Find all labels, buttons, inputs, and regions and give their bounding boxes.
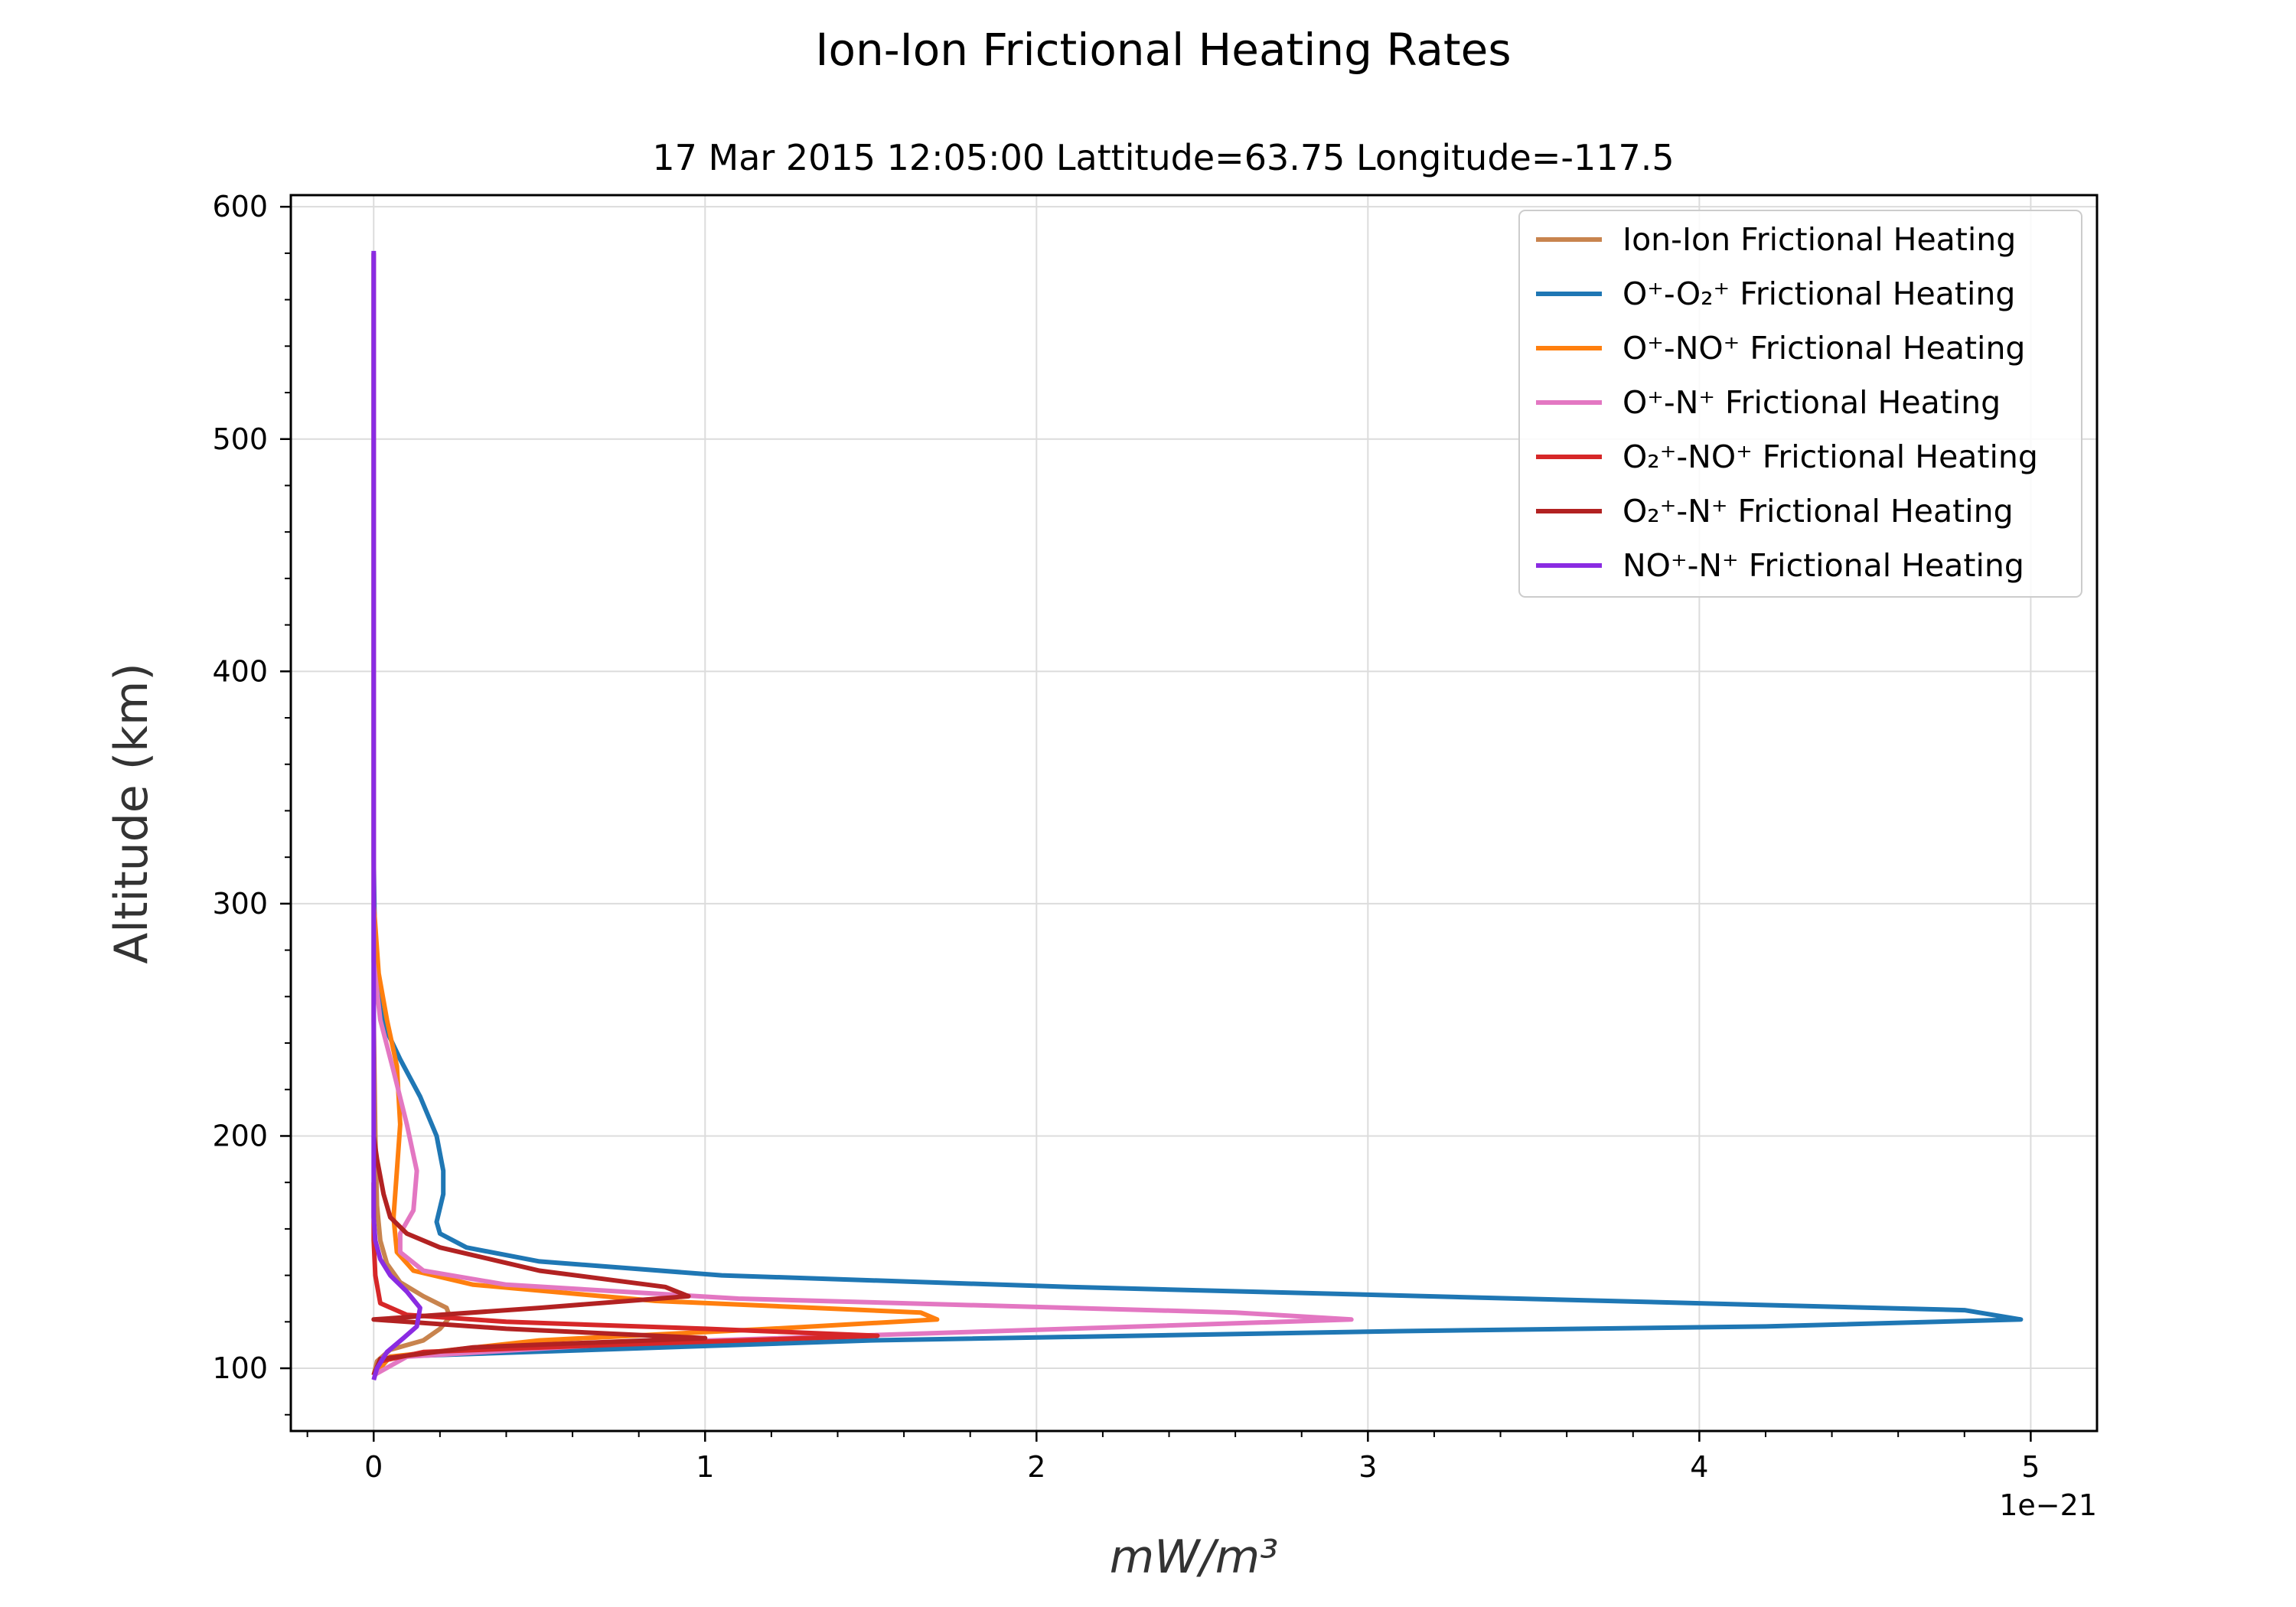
x-tick-label: 2 — [1027, 1450, 1045, 1484]
y-axis: 100 200 300 400 500 600 — [212, 190, 291, 1416]
series-line-3 — [371, 253, 940, 1377]
legend-label: Ion-Ion Frictional Heating — [1623, 221, 2016, 258]
y-axis-label: Altitude (km) — [105, 663, 158, 964]
x-tick-label: 4 — [1690, 1450, 1708, 1484]
series-line-6 — [371, 1136, 708, 1377]
legend-label: O₂⁺-N⁺ Frictional Heating — [1623, 493, 2014, 530]
y-tick-label: 400 — [212, 654, 268, 688]
legend-label: NO⁺-N⁺ Frictional Heating — [1623, 547, 2024, 584]
x-tick-label: 5 — [2021, 1450, 2040, 1484]
plot-frame — [289, 194, 2099, 1433]
x-tick-label: 1 — [696, 1450, 714, 1484]
y-tick-label: 100 — [212, 1351, 268, 1385]
series-line-4 — [371, 253, 1354, 1377]
legend-box — [1518, 210, 2082, 598]
legend-label: O⁺-NO⁺ Frictional Heating — [1623, 330, 2025, 367]
legend-label: O⁺-N⁺ Frictional Heating — [1623, 384, 2001, 421]
y-tick-label: 200 — [212, 1119, 268, 1152]
x-tick-label: 0 — [364, 1450, 383, 1484]
legend-label: O₂⁺-NO⁺ Frictional Heating — [1623, 438, 2038, 475]
series-lines — [371, 250, 2024, 1381]
x-axis: 0 1 2 3 4 5 — [306, 1431, 2040, 1484]
y-tick-label: 500 — [212, 422, 268, 456]
x-axis-label: mW/m³ — [1110, 1530, 1279, 1584]
y-tick-label: 600 — [212, 190, 268, 223]
x-offset-label: 1e−21 — [1999, 1488, 2097, 1522]
x-tick-label: 3 — [1358, 1450, 1377, 1484]
legend-label: O⁺-O₂⁺ Frictional Heating — [1623, 275, 2015, 312]
chart-title: Ion-Ion Frictional Heating Rates — [815, 24, 1511, 76]
chart-subtitle: 17 Mar 2015 12:05:00 Lattitude=63.75 Lon… — [652, 137, 1674, 178]
legend: Ion-Ion Frictional Heating O⁺-O₂⁺ Frictio… — [1518, 210, 2082, 598]
series-line-7 — [371, 250, 422, 1381]
y-tick-label: 300 — [212, 887, 268, 921]
